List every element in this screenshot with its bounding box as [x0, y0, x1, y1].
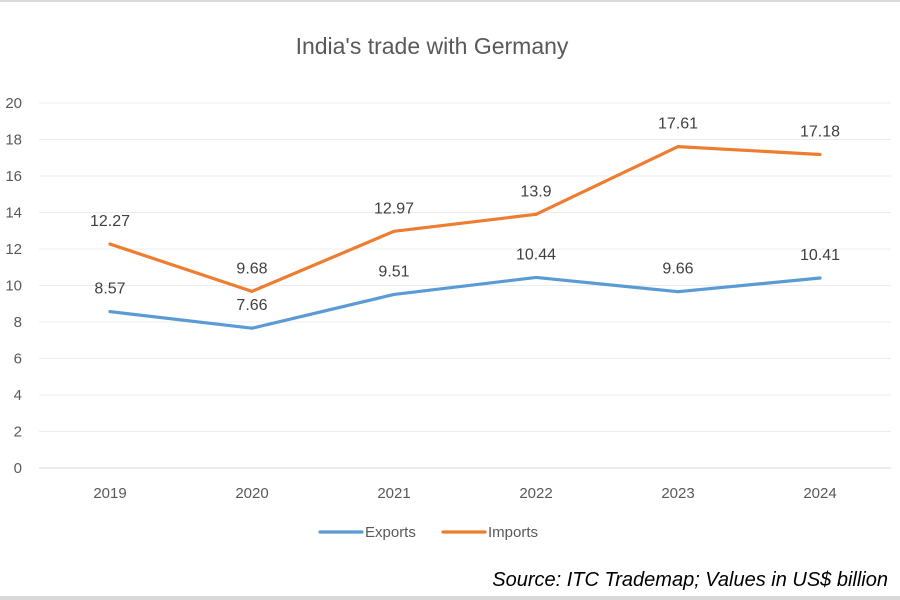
y-tick-label: 16 — [5, 168, 22, 185]
y-tick-label: 6 — [14, 351, 22, 368]
data-point-imports — [392, 229, 396, 233]
y-tick-label: 20 — [5, 95, 22, 112]
gridlines — [39, 102, 891, 469]
data-label-imports: 9.68 — [236, 260, 267, 277]
legend-label: Exports — [365, 524, 416, 541]
bottom-border — [0, 596, 900, 600]
y-tick-label: 0 — [14, 460, 22, 477]
series-line-exports — [108, 275, 822, 330]
y-tick-label: 14 — [5, 205, 22, 222]
y-tick-label: 10 — [5, 278, 22, 295]
data-point-exports — [818, 276, 822, 280]
legend-item-exports: Exports — [318, 524, 416, 541]
data-point-exports — [534, 275, 538, 279]
data-point-exports — [250, 326, 254, 330]
data-label-exports: 10.41 — [800, 247, 840, 264]
data-label-exports: 8.57 — [94, 281, 125, 298]
x-tick-label: 2022 — [519, 485, 552, 502]
x-tick-label: 2020 — [235, 485, 268, 502]
data-point-imports — [108, 242, 112, 246]
x-tick-label: 2023 — [661, 485, 694, 502]
legend: Exports Imports — [318, 524, 538, 541]
x-axis-ticks: 2019 2020 2021 2022 2023 2024 — [93, 485, 836, 502]
y-tick-label: 8 — [14, 314, 22, 331]
y-tick-label: 4 — [14, 387, 22, 404]
data-label-exports: 7.66 — [236, 297, 267, 314]
data-point-exports — [676, 290, 680, 294]
y-tick-label: 2 — [14, 424, 22, 441]
data-label-imports: 17.18 — [800, 123, 840, 140]
x-tick-label: 2024 — [803, 485, 836, 502]
data-point-exports — [392, 292, 396, 296]
data-label-exports: 9.51 — [378, 263, 409, 280]
data-point-imports — [250, 289, 254, 293]
legend-item-imports: Imports — [441, 524, 538, 541]
y-axis-ticks: 0 2 4 6 8 10 12 14 16 18 20 — [5, 95, 22, 477]
x-tick-label: 2021 — [377, 485, 410, 502]
data-label-imports: 13.9 — [520, 183, 551, 200]
data-label-imports: 12.27 — [90, 213, 130, 230]
y-tick-label: 18 — [5, 132, 22, 149]
series-line-imports — [108, 145, 822, 293]
data-point-imports — [534, 212, 538, 216]
top-border — [0, 0, 900, 2]
chart-title: India's trade with Germany — [296, 33, 569, 59]
data-label-imports: 12.97 — [374, 200, 414, 217]
data-point-imports — [818, 152, 822, 156]
data-point-imports — [676, 145, 680, 149]
data-label-exports: 10.44 — [516, 246, 556, 263]
data-label-exports: 9.66 — [662, 261, 693, 278]
data-label-imports: 17.61 — [658, 116, 698, 133]
x-tick-label: 2019 — [93, 485, 126, 502]
y-tick-label: 12 — [5, 241, 22, 258]
data-labels: 8.57 7.66 9.51 10.44 9.66 10.41 12.27 9.68 12.97… — [90, 116, 840, 315]
data-point-exports — [108, 310, 112, 314]
series-lines — [108, 145, 822, 330]
source-note: Source: ITC Trademap; Values in US$ bill… — [492, 569, 888, 591]
legend-label: Imports — [488, 524, 538, 541]
